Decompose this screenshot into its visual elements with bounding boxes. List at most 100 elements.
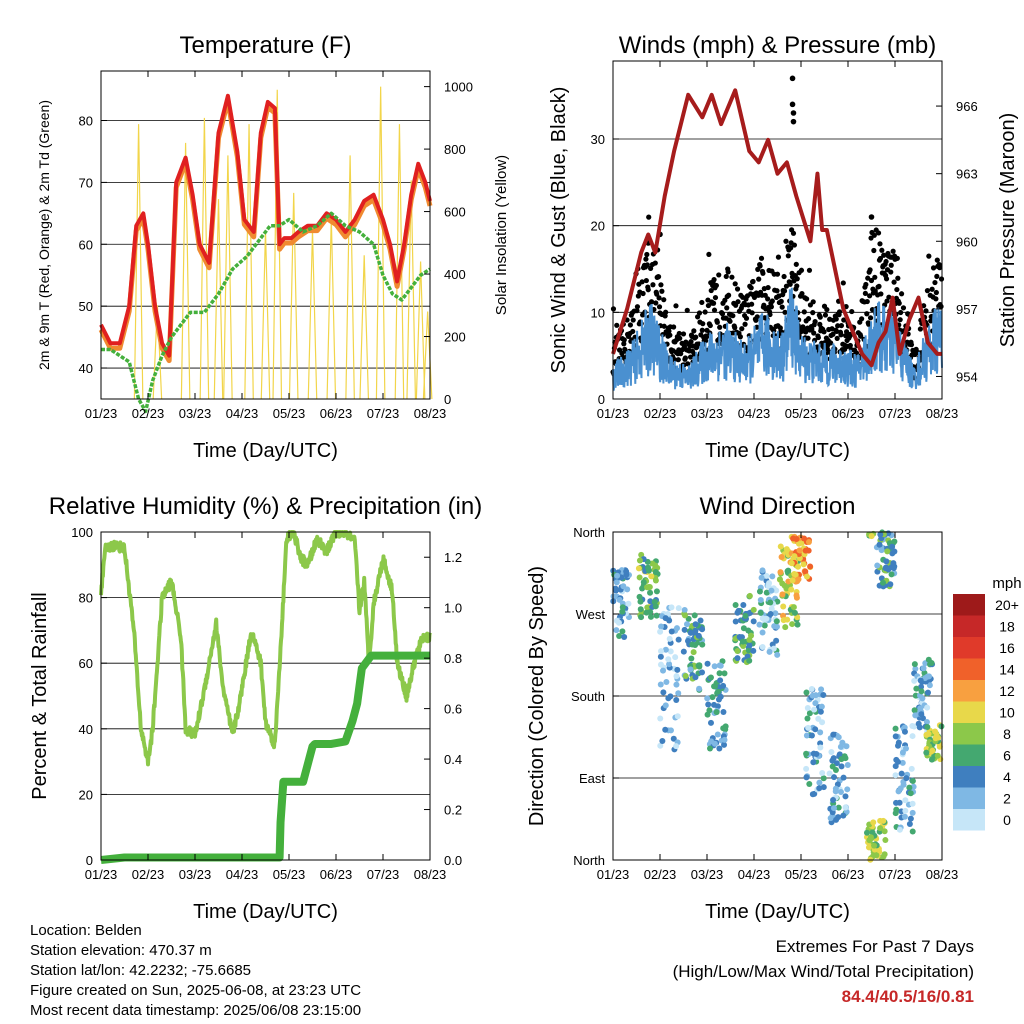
y-tick-label: 60 — [79, 237, 93, 252]
x-tick-label: 07/23 — [879, 406, 912, 421]
direction-point — [638, 614, 645, 621]
x-tick-label: 05/23 — [785, 867, 818, 882]
direction-point — [759, 629, 766, 636]
direction-point — [668, 604, 675, 611]
x-axis-label: Time (Day/UTC) — [193, 440, 338, 462]
direction-point — [704, 695, 711, 702]
direction-point — [795, 576, 802, 583]
direction-point — [901, 728, 908, 735]
gust-point — [930, 265, 937, 271]
direction-point — [803, 774, 810, 781]
direction-point — [805, 724, 812, 731]
x-tick-label: 03/23 — [179, 867, 212, 882]
direction-point — [923, 718, 930, 725]
legend-swatch — [953, 766, 985, 788]
direction-point — [647, 589, 654, 596]
direction-point — [612, 587, 619, 594]
direction-point — [779, 580, 786, 587]
gust-point — [673, 303, 679, 309]
y2-tick-label: 1000 — [444, 80, 473, 95]
gust-point — [663, 309, 669, 315]
gust-point — [835, 323, 841, 329]
solar-spike — [272, 89, 283, 400]
direction-point — [619, 604, 626, 611]
gust-point — [886, 294, 892, 300]
gust-point — [923, 308, 929, 314]
legend-swatch — [953, 658, 985, 680]
y-tick-label: 10 — [591, 305, 605, 320]
legend-label: 2 — [1003, 791, 1011, 807]
gust-point — [864, 311, 870, 317]
direction-point — [908, 765, 915, 772]
x-tick-label: 05/23 — [785, 406, 818, 421]
y-tick-label: 20 — [79, 787, 93, 802]
direction-point — [918, 688, 925, 695]
y-tick-label: 50 — [79, 299, 93, 314]
direction-point — [818, 703, 825, 710]
gust-point — [754, 314, 760, 320]
direction-point — [911, 677, 918, 684]
gust-point — [713, 282, 720, 289]
direction-point — [704, 660, 711, 667]
direction-point — [842, 793, 849, 800]
direction-point — [673, 625, 680, 632]
extremes-summary: Extremes For Past 7 Days (High/Low/Max W… — [673, 934, 974, 1009]
direction-point — [818, 686, 825, 693]
gust-point — [924, 288, 931, 294]
direction-point — [893, 756, 900, 763]
x-tick-label: 08/23 — [414, 406, 447, 421]
direction-point — [746, 657, 753, 664]
direction-point — [670, 735, 677, 742]
direction-point — [891, 548, 898, 555]
solar-spike — [133, 124, 144, 400]
direction-point — [838, 763, 845, 770]
direction-point — [843, 743, 850, 750]
panel-winds: Winds (mph) & Pressure (mb) 01/23 02/23 03/… — [548, 32, 1019, 462]
gust-point — [883, 258, 889, 265]
direction-point — [932, 735, 939, 742]
direction-point — [674, 713, 681, 720]
direction-point — [808, 732, 815, 739]
direction-point — [746, 636, 753, 643]
y2-tick-label: 0.4 — [444, 752, 462, 767]
plot-frame — [612, 60, 943, 400]
gust-point — [768, 304, 774, 310]
y2-tick-label: 0 — [444, 392, 451, 407]
solar-spike — [152, 305, 163, 400]
direction-point — [795, 563, 802, 570]
solar-spike — [406, 180, 417, 400]
direction-point — [662, 646, 669, 653]
gust-point — [788, 245, 794, 251]
y-tick-label: East — [579, 771, 605, 786]
gust-point — [895, 275, 901, 281]
direction-point — [779, 591, 786, 598]
y2-tick-label: 0.2 — [444, 803, 462, 818]
direction-point — [912, 665, 919, 672]
direction-point — [660, 667, 667, 674]
direction-point — [613, 617, 620, 624]
direction-point — [740, 625, 747, 632]
gust-point — [798, 267, 805, 273]
direction-point — [652, 603, 659, 610]
direction-point — [639, 585, 646, 592]
direction-point — [804, 715, 811, 722]
direction-point — [802, 568, 809, 575]
y2-tick-label: 1.2 — [444, 550, 462, 565]
direction-point — [831, 774, 838, 781]
direction-point — [791, 553, 798, 560]
station-location: Location: Belden — [30, 922, 142, 939]
direction-point — [681, 626, 688, 633]
dewpoint-line — [101, 211, 431, 414]
gust-point — [867, 293, 873, 299]
direction-point — [780, 617, 787, 624]
direction-point — [911, 723, 918, 730]
direction-point — [796, 547, 803, 554]
direction-point — [783, 546, 790, 553]
gust-point — [650, 282, 656, 288]
gust-point — [891, 279, 897, 285]
direction-point — [773, 618, 780, 625]
gust-point — [898, 309, 904, 316]
gust-point — [824, 306, 830, 313]
legend-swatch — [953, 787, 985, 809]
direction-point — [806, 710, 813, 717]
